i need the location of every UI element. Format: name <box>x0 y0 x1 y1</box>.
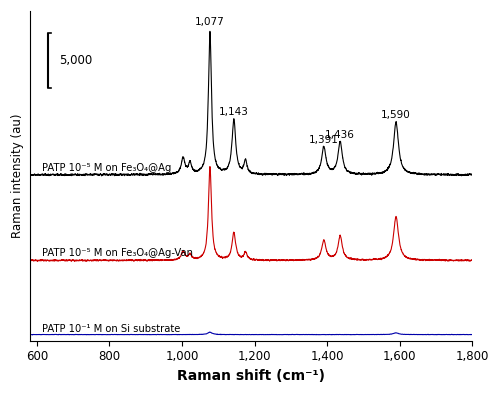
Text: 5,000: 5,000 <box>58 54 92 67</box>
Text: PATP 10⁻⁵ M on Fe₃O₄@Ag-Van: PATP 10⁻⁵ M on Fe₃O₄@Ag-Van <box>42 248 194 258</box>
Y-axis label: Raman intensity (au): Raman intensity (au) <box>11 113 24 238</box>
Text: 1,391: 1,391 <box>309 135 339 145</box>
Text: 1,077: 1,077 <box>195 17 225 27</box>
Text: PATP 10⁻⁵ M on Fe₃O₄@Ag: PATP 10⁻⁵ M on Fe₃O₄@Ag <box>42 163 172 173</box>
Text: 1,143: 1,143 <box>219 107 249 117</box>
X-axis label: Raman shift (cm⁻¹): Raman shift (cm⁻¹) <box>177 369 325 383</box>
Text: PATP 10⁻¹ M on Si substrate: PATP 10⁻¹ M on Si substrate <box>42 324 180 334</box>
Text: 1,436: 1,436 <box>325 130 355 140</box>
Text: 1,590: 1,590 <box>381 110 411 120</box>
